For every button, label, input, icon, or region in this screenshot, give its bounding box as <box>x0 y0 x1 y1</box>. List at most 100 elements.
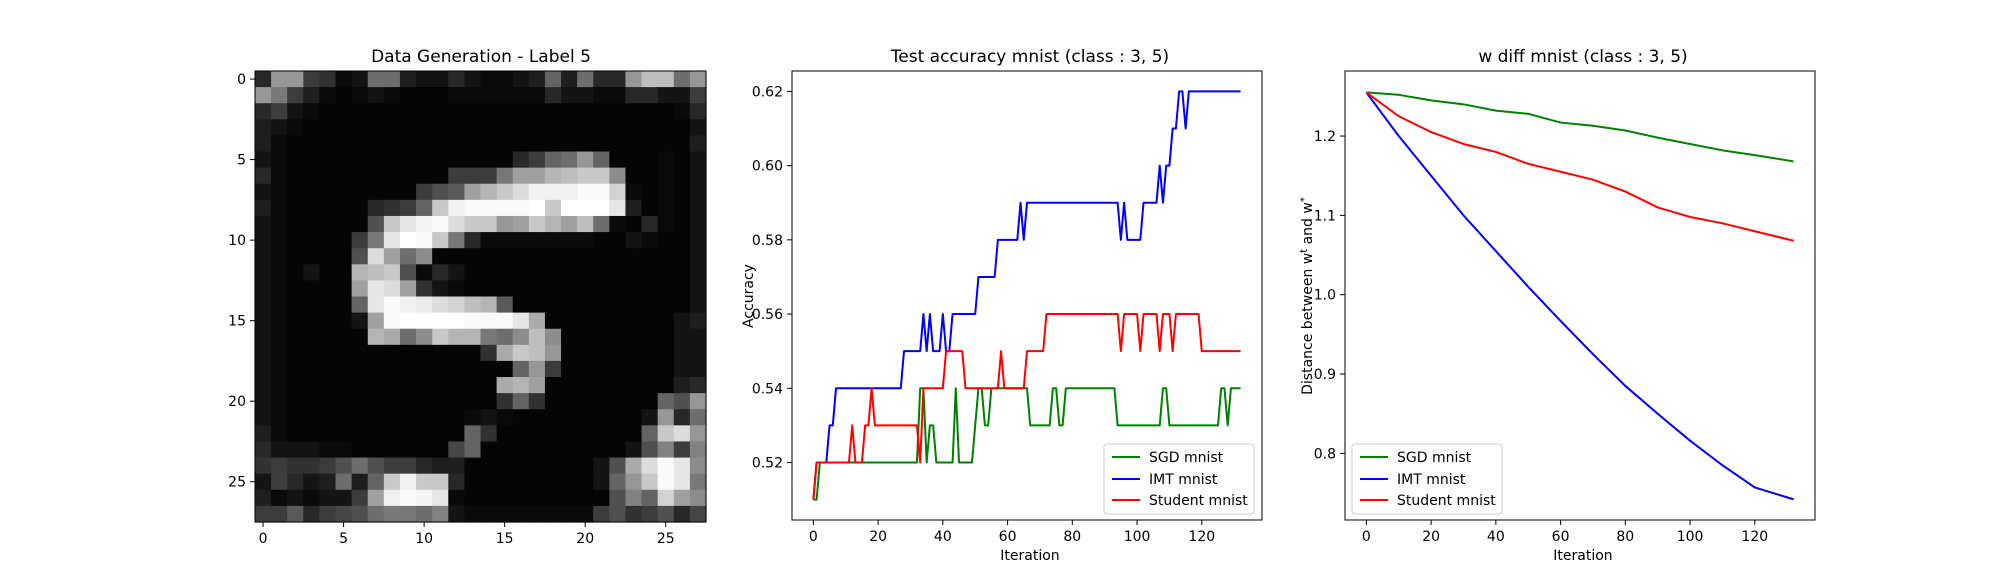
heatmap-cell <box>512 71 530 88</box>
heatmap-cell <box>512 199 530 217</box>
heatmap-cell <box>512 457 530 475</box>
heatmap-cell <box>593 377 610 394</box>
heatmap-cell <box>319 103 337 120</box>
heatmap-cell <box>544 280 562 298</box>
heatmap-cell <box>625 457 643 475</box>
heatmap-cell <box>544 457 562 475</box>
heatmap-cell <box>271 344 288 362</box>
heatmap-cells <box>255 71 707 523</box>
heatmap-cell <box>689 167 707 185</box>
heatmap-cell <box>561 248 578 265</box>
heatmap-cell <box>255 377 272 394</box>
heatmap-cell <box>512 489 530 507</box>
heatmap-cell <box>496 103 514 120</box>
heatmap-cell <box>577 199 594 217</box>
heatmap-cell <box>287 248 304 265</box>
heatmap-cell <box>383 409 401 426</box>
heatmap-cell <box>609 312 627 330</box>
heatmap-cell <box>512 215 530 233</box>
heatmap-cell <box>609 199 627 217</box>
heatmap-cell <box>335 119 353 137</box>
heatmap-cell <box>399 264 417 281</box>
heatmap-cell <box>399 296 417 314</box>
heatmap-cell <box>673 87 691 104</box>
accuracy-x-ticks: 0 20 40 60 80 100 120 <box>809 520 1215 545</box>
heatmap-cell <box>287 264 304 281</box>
heatmap-cell <box>689 489 707 507</box>
heatmap-cell <box>593 296 610 314</box>
heatmap-cell <box>609 119 627 137</box>
heatmap-cell <box>416 377 433 394</box>
heatmap-cell <box>480 151 498 169</box>
heatmap-cell <box>303 215 321 233</box>
heatmap-cell <box>496 457 514 475</box>
heatmap-cell <box>512 328 530 346</box>
heatmap-cell <box>512 505 530 523</box>
heatmap-cell <box>303 505 321 523</box>
heatmap-cell <box>673 215 691 233</box>
heatmap-cell <box>351 441 369 459</box>
heatmap-cell <box>577 377 594 394</box>
heatmap-cell <box>577 328 594 346</box>
heatmap-cell <box>609 441 627 459</box>
heatmap-cell <box>561 473 578 491</box>
heatmap-cell <box>641 457 659 475</box>
heatmap-cell <box>367 296 385 314</box>
wdiff-series-lines <box>1365 91 1794 501</box>
x-tick-label: 25 <box>657 531 675 547</box>
heatmap-cell <box>287 457 304 475</box>
heatmap-cell <box>512 264 530 281</box>
heatmap-cell <box>432 87 449 104</box>
heatmap-cell <box>528 199 546 217</box>
heatmap-cell <box>544 199 562 217</box>
heatmap-cell <box>335 215 353 233</box>
heatmap-cell <box>544 119 562 137</box>
y-tick-label: 0.54 <box>752 381 783 397</box>
heatmap-cell <box>464 167 482 185</box>
heatmap-cell <box>351 296 369 314</box>
heatmap-cell <box>496 328 514 346</box>
heatmap-cell <box>367 183 385 201</box>
heatmap-cell <box>480 215 498 233</box>
y-tick-label: 1.2 <box>1314 129 1336 145</box>
heatmap-cell <box>383 87 401 104</box>
heatmap-cell <box>609 151 627 169</box>
heatmap-cell <box>287 393 304 410</box>
heatmap-cell <box>625 473 643 491</box>
heatmap-cell <box>544 441 562 459</box>
heatmap-cell <box>303 489 321 507</box>
heatmap-cell <box>432 119 449 137</box>
heatmap-cell <box>432 296 449 314</box>
heatmap-cell <box>641 232 659 249</box>
heatmap-cell <box>271 280 288 298</box>
heatmap-cell <box>416 215 433 233</box>
heatmap-cell <box>625 87 643 104</box>
heatmap-cell <box>512 232 530 249</box>
heatmap-cell <box>528 280 546 298</box>
heatmap-cell <box>593 135 610 153</box>
heatmap-cell <box>448 215 465 233</box>
heatmap-cell <box>528 119 546 137</box>
accuracy-series-lines <box>812 90 1241 501</box>
heatmap-cell <box>351 360 369 378</box>
heatmap-cell <box>335 409 353 426</box>
heatmap-cell <box>367 489 385 507</box>
wdiff-panel: w diff mnist (class : 3, 5) 0 20 40 60 80 100… <box>1299 47 1816 564</box>
heatmap-cell <box>577 87 594 104</box>
heatmap-cell <box>641 71 659 88</box>
heatmap-cell <box>657 409 675 426</box>
heatmap-cell <box>673 505 691 523</box>
heatmap-cell <box>448 489 465 507</box>
heatmap-cell <box>689 312 707 330</box>
heatmap-cell <box>464 393 482 410</box>
heatmap-cell <box>399 183 417 201</box>
x-tick-label: 15 <box>496 531 514 547</box>
heatmap-cell <box>383 360 401 378</box>
heatmap-cell <box>673 377 691 394</box>
heatmap-cell <box>512 344 530 362</box>
heatmap-cell <box>689 441 707 459</box>
heatmap-cell <box>480 360 498 378</box>
heatmap-cell <box>609 264 627 281</box>
heatmap-cell <box>335 489 353 507</box>
heatmap-cell <box>657 248 675 265</box>
